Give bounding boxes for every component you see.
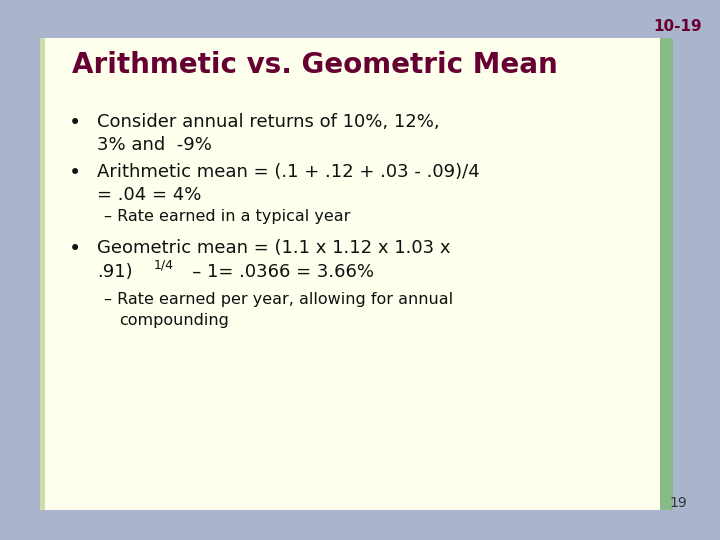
Text: Arithmetic mean = (.1 + .12 + .03 - .09)/4: Arithmetic mean = (.1 + .12 + .03 - .09)… [97,163,480,181]
Bar [40,38,45,510]
Text: 19: 19 [670,496,688,510]
Text: .91): .91) [97,263,132,281]
Text: •: • [68,239,81,259]
Text: – Rate earned per year, allowing for annual: – Rate earned per year, allowing for ann… [104,292,454,307]
Text: Geometric mean = (1.1 x 1.12 x 1.03 x: Geometric mean = (1.1 x 1.12 x 1.03 x [97,239,451,256]
Bar [660,38,673,510]
Bar [40,38,673,510]
Text: 10-19: 10-19 [653,19,702,34]
Text: •: • [68,113,81,133]
Text: – Rate earned in a typical year: – Rate earned in a typical year [104,209,351,224]
Text: •: • [68,163,81,183]
Text: – 1= .0366 = 3.66%: – 1= .0366 = 3.66% [175,263,374,281]
Text: 3% and  -9%: 3% and -9% [97,136,212,154]
Text: Arithmetic vs. Geometric Mean: Arithmetic vs. Geometric Mean [72,51,558,79]
Text: Consider annual returns of 10%, 12%,: Consider annual returns of 10%, 12%, [97,113,440,131]
Text: compounding: compounding [119,313,229,328]
Text: = .04 = 4%: = .04 = 4% [97,186,202,204]
Text: 1/4: 1/4 [153,258,174,271]
